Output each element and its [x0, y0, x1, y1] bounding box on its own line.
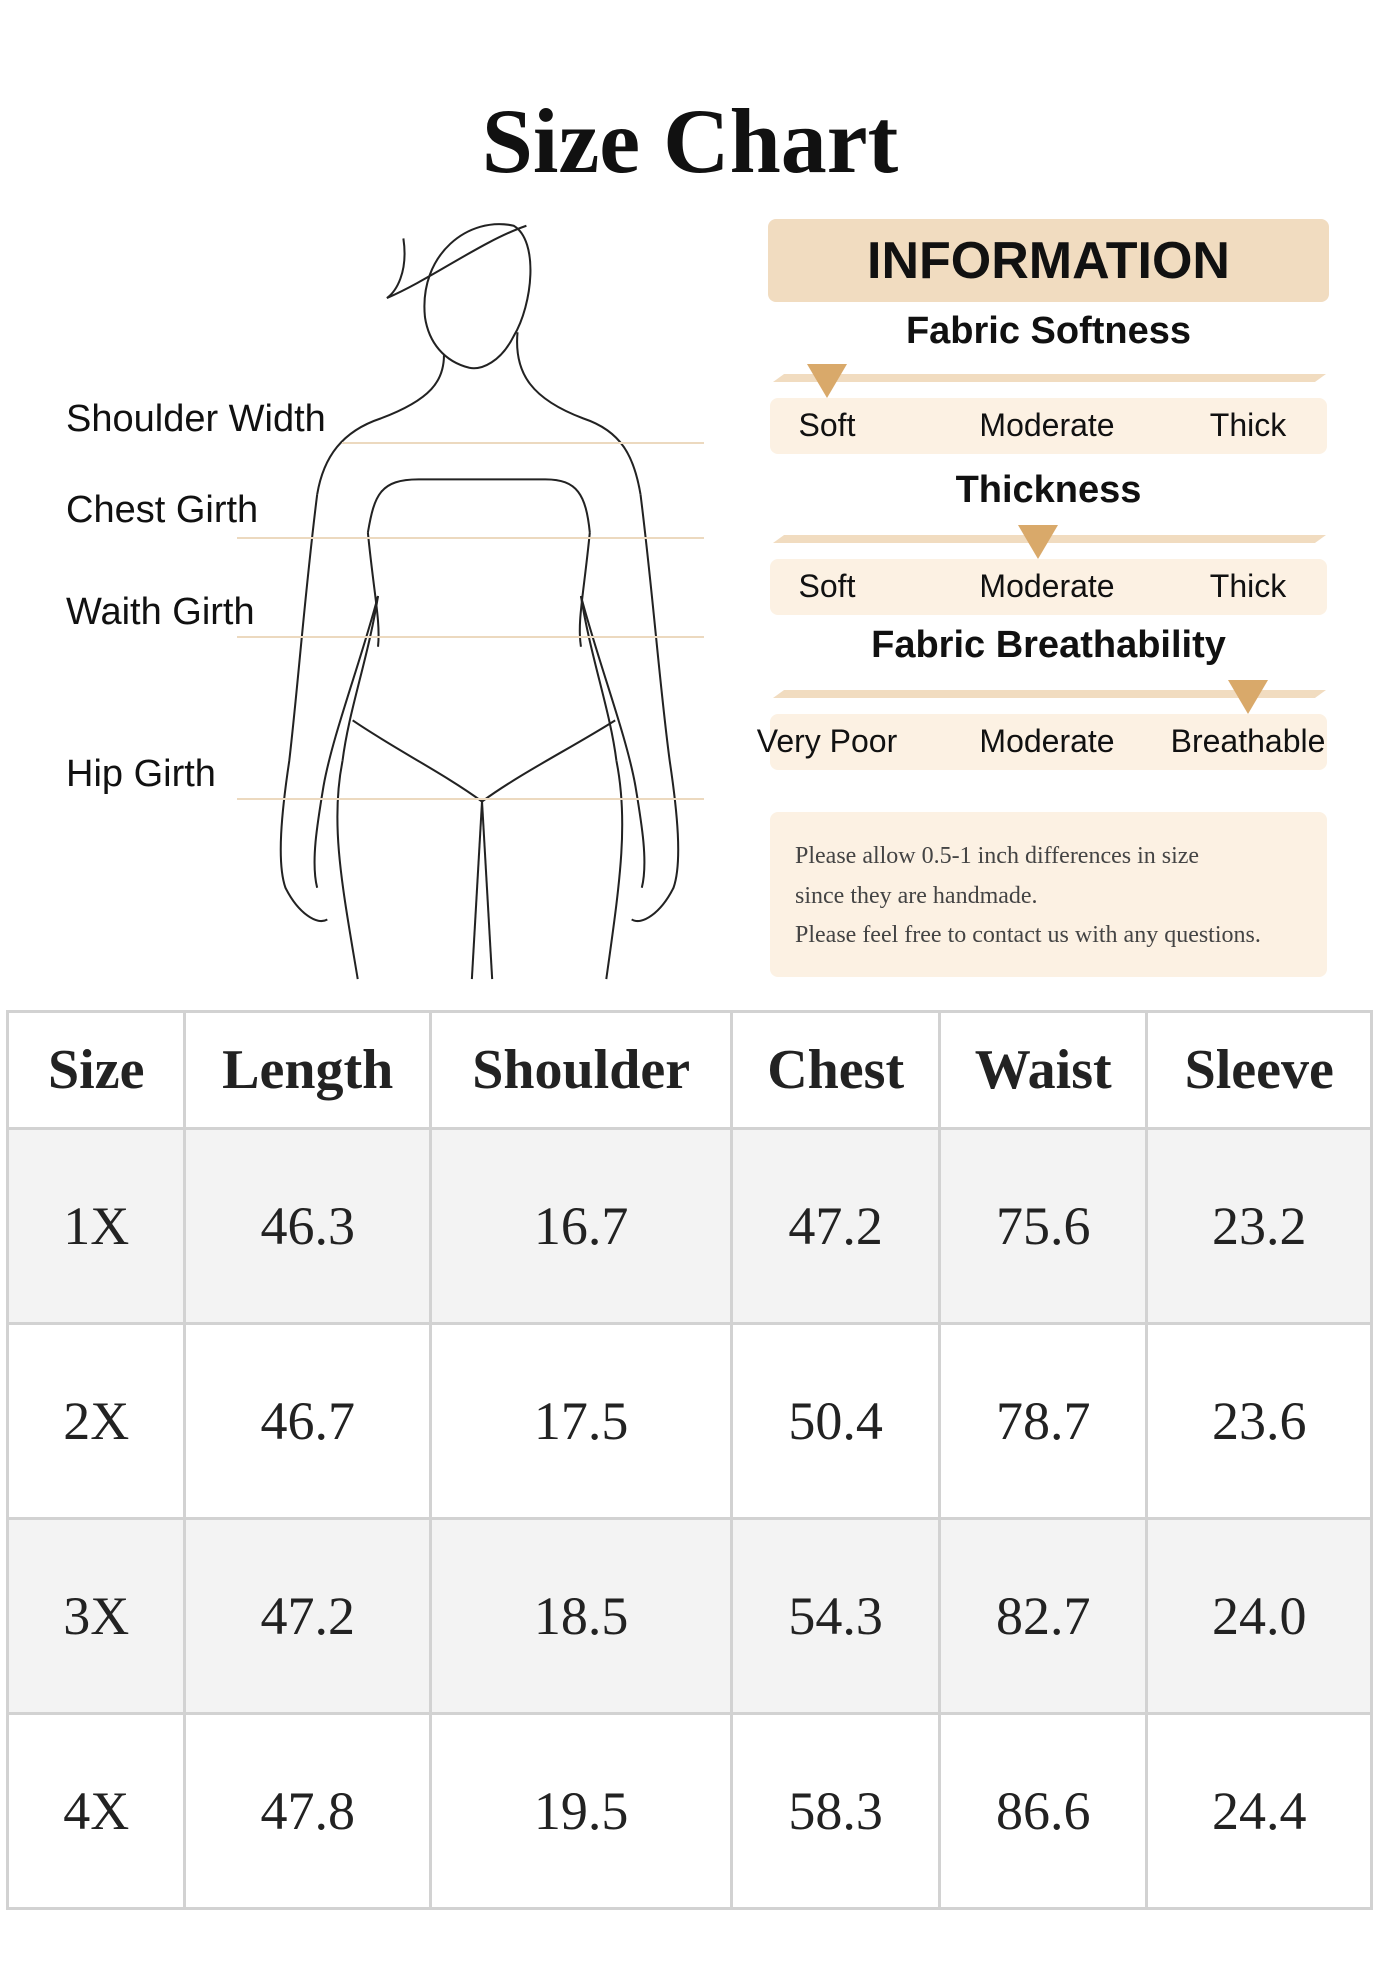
- scale-bar: [773, 690, 1326, 698]
- measurement-cell: 46.7: [183, 1322, 432, 1520]
- table-header-row: Size Length Shoulder Chest Waist Sleeve: [5, 1010, 1373, 1130]
- table-row: 4X 47.8 19.5 58.3 86.6 24.4: [5, 1712, 1373, 1910]
- measurement-cell: 46.3: [183, 1127, 432, 1325]
- measurement-line-shoulder: [342, 442, 704, 444]
- scale-marker-icon: [1228, 680, 1268, 714]
- column-header-sleeve: Sleeve: [1145, 1010, 1373, 1130]
- scale-label: Moderate: [979, 568, 1115, 604]
- measurement-label-hip: Hip Girth: [66, 753, 216, 795]
- measurement-cell: 16.7: [428, 1127, 734, 1325]
- measurement-cell: 82.7: [937, 1517, 1149, 1715]
- table-row: 1X 46.3 16.7 47.2 75.6 23.2: [5, 1127, 1373, 1325]
- size-cell: 1X: [5, 1127, 187, 1325]
- size-cell: 3X: [5, 1517, 187, 1715]
- scale-title: Fabric Softness: [905, 310, 1192, 352]
- scale-label: Soft: [798, 407, 856, 443]
- measurement-cell: 23.2: [1145, 1127, 1373, 1325]
- table-row: 3X 47.2 18.5 54.3 82.7 24.0: [5, 1517, 1373, 1715]
- measurement-line-waist: [237, 636, 704, 638]
- measurement-cell: 50.4: [730, 1322, 941, 1520]
- measurement-cell: 47.2: [183, 1517, 432, 1715]
- measurement-label-shoulder: Shoulder Width: [66, 398, 326, 440]
- measurement-cell: 75.6: [937, 1127, 1149, 1325]
- measurement-cell: 19.5: [428, 1712, 734, 1910]
- scale-label: Very Poor: [756, 723, 898, 759]
- scale-label: Moderate: [979, 723, 1115, 759]
- measurement-label-waist: Waith Girth: [66, 591, 255, 633]
- scale-label: Soft: [798, 568, 856, 604]
- note-line: Please feel free to contact us with any …: [795, 922, 1261, 948]
- measurement-cell: 78.7: [937, 1322, 1149, 1520]
- note-line: Please allow 0.5-1 inch differences in s…: [795, 843, 1200, 869]
- scale-label-band: [770, 398, 1327, 454]
- scale-label: Thick: [1209, 407, 1287, 443]
- scale-label: Moderate: [979, 407, 1115, 443]
- measurement-cell: 47.2: [730, 1127, 941, 1325]
- scale-title: Thickness: [955, 469, 1142, 511]
- scale-title: Fabric Breathability: [871, 624, 1226, 666]
- column-header-size: Size: [5, 1010, 187, 1130]
- column-header-chest: Chest: [730, 1010, 941, 1130]
- scale-label-band: [770, 714, 1327, 770]
- measurement-line-hip: [237, 798, 704, 800]
- size-cell: 4X: [5, 1712, 187, 1910]
- scale-label: Breathable: [1170, 723, 1326, 759]
- table-row: 2X 46.7 17.5 50.4 78.7 23.6: [5, 1322, 1373, 1520]
- scale-marker-icon: [807, 364, 847, 398]
- measurement-cell: 86.6: [937, 1712, 1149, 1910]
- information-header: INFORMATION: [768, 219, 1329, 302]
- measurement-label-chest: Chest Girth: [66, 489, 259, 531]
- scale-marker-icon: [1017, 525, 1058, 559]
- measurement-line-chest: [237, 537, 704, 539]
- measurement-cell: 47.8: [183, 1712, 432, 1910]
- scale-bar: [773, 374, 1326, 382]
- measurement-cell: 24.4: [1145, 1712, 1373, 1910]
- size-cell: 2X: [5, 1322, 187, 1520]
- scale-label-band: [770, 559, 1327, 615]
- measurement-cell: 58.3: [730, 1712, 941, 1910]
- measurement-cell: 17.5: [428, 1322, 734, 1520]
- size-table: Size Length Shoulder Chest Waist Sleeve …: [5, 1010, 1373, 1910]
- column-header-shoulder: Shoulder: [428, 1010, 734, 1130]
- measurement-cell: 23.6: [1145, 1322, 1373, 1520]
- measurement-cell: 18.5: [428, 1517, 734, 1715]
- measurement-cell: 24.0: [1145, 1517, 1373, 1715]
- column-header-length: Length: [183, 1010, 432, 1130]
- page-title: Size Chart: [481, 90, 899, 192]
- column-header-waist: Waist: [937, 1010, 1149, 1130]
- scale-label: Thick: [1209, 568, 1287, 604]
- measurement-cell: 54.3: [730, 1517, 941, 1715]
- note-box: [770, 812, 1327, 977]
- note-line: since they are handmade.: [795, 883, 1038, 909]
